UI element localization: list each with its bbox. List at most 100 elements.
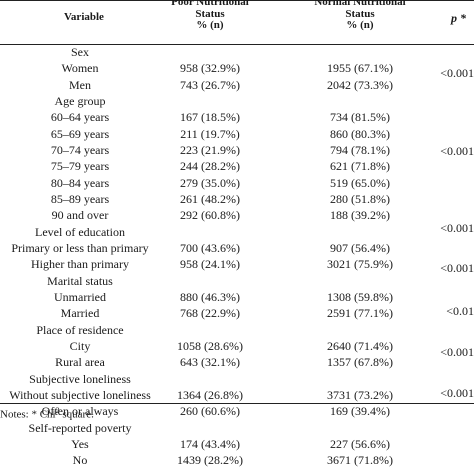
row-label: No (72, 453, 88, 468)
row-label: Subjective loneliness (29, 371, 131, 386)
bottom-rule (0, 403, 474, 404)
table-row: No 1439 (28.2%) 3671 (71.8%) (0, 452, 474, 468)
table-row: Men 743 (26.7%) 2042 (73.3%) (0, 77, 474, 93)
notes-superscript: 2 (55, 406, 60, 415)
row-poor-status: 211 (19.7%) (180, 126, 240, 141)
row-label: Level of education (35, 224, 125, 239)
row-normal-status: 519 (65.0%) (330, 175, 390, 190)
row-poor-status: 880 (46.3%) (180, 289, 240, 304)
header-rule (0, 44, 474, 45)
row-poor-status: 174 (43.4%) (180, 436, 240, 451)
table-row: 90 and over 292 (60.8%) 188 (39.2%) (0, 207, 474, 223)
row-poor-status: 700 (43.6%) (180, 240, 240, 255)
row-poor-status: 958 (24.1%) (180, 257, 240, 272)
table-row: Unmarried 880 (46.3%) 1308 (59.8%) (0, 289, 474, 305)
header-normal: Normal Nutritional Status % (n) (295, 0, 425, 32)
row-poor-status: 1439 (28.2%) (177, 453, 243, 468)
row-normal-status: 3671 (71.8%) (327, 453, 393, 468)
p-value-loneliness: <0.001 (440, 345, 474, 359)
table-row: City 1058 (28.6%) 2640 (71.4%) (0, 338, 474, 354)
table-group-heading: Level of education (0, 224, 474, 240)
row-label: Rural area (55, 355, 105, 370)
row-label: Age group (54, 93, 106, 108)
row-poor-status: 167 (18.5%) (180, 110, 240, 125)
table-row: 60–64 years 167 (18.5%) 734 (81.5%) (0, 109, 474, 125)
row-label: Self-reported poverty (28, 420, 132, 435)
header-normal-line3: % (n) (346, 19, 374, 31)
p-value-sex: <0.001 (440, 66, 474, 80)
table-row: Higher than primary 958 (24.1%) 3021 (75.9… (0, 256, 474, 272)
header-normal-line1: Normal Nutritional (314, 0, 406, 8)
row-poor-status: 1364 (26.8%) (177, 387, 243, 402)
table-row: 85–89 years 261 (48.2%) 280 (51.8%) (0, 191, 474, 207)
row-normal-status: 2042 (73.3%) (327, 77, 393, 92)
table-group-heading: Self-reported poverty (0, 420, 474, 436)
row-normal-status: 1357 (67.8%) (327, 355, 393, 370)
table-notes: Notes: * Chi2 square. (0, 406, 94, 421)
table-group-heading: Place of residence (0, 322, 474, 338)
row-label: 65–69 years (50, 126, 110, 141)
row-normal-status: 3021 (75.9%) (327, 257, 393, 272)
row-poor-status: 1058 (28.6%) (177, 338, 243, 353)
row-label: 60–64 years (50, 110, 110, 125)
header-poor-line3: % (n) (196, 19, 224, 31)
p-value-poverty: <0.001 (440, 386, 474, 400)
row-label: Men (69, 77, 91, 92)
row-normal-status: 2591 (77.1%) (327, 306, 393, 321)
notes-prefix: Notes: * Chi (0, 408, 56, 421)
row-poor-status: 223 (21.9%) (180, 142, 240, 157)
row-label: 75–79 years (50, 159, 110, 174)
p-value-marital-status: <0.001 (440, 261, 474, 275)
row-label: Often or always (41, 404, 119, 419)
row-normal-status: 3731 (73.2%) (327, 387, 393, 402)
table-row: Often or always 260 (60.6%) 169 (39.4%) (0, 403, 474, 419)
row-normal-status: 280 (51.8%) (330, 191, 390, 206)
header-p-value: p * (451, 11, 466, 25)
table-group-heading: Sex (0, 44, 474, 60)
row-normal-status: 621 (71.8%) (330, 159, 390, 174)
p-value-residence: <0.01 (446, 304, 474, 318)
row-label: Marital status (47, 273, 113, 288)
top-rule (0, 0, 474, 1)
row-label: City (69, 338, 91, 353)
row-normal-status: 169 (39.4%) (330, 404, 390, 419)
table-row: 80–84 years 279 (35.0%) 519 (65.0%) (0, 175, 474, 191)
row-label: 90 and over (51, 208, 109, 223)
row-label: Without subjective loneliness (9, 387, 151, 402)
table-row: Rural area 643 (32.1%) 1357 (67.8%) (0, 354, 474, 370)
table-group-heading: Subjective loneliness (0, 371, 474, 387)
row-label: Higher than primary (31, 257, 129, 272)
row-label: Sex (71, 45, 89, 59)
row-label: Unmarried (54, 289, 106, 304)
row-label: Primary or less than primary (11, 240, 149, 255)
row-normal-status: 907 (56.4%) (330, 240, 390, 255)
table-row: Women 958 (32.9%) 1955 (67.1%) (0, 60, 474, 76)
row-label: Women (61, 61, 99, 76)
table-row: 75–79 years 244 (28.2%) 621 (71.8%) (0, 158, 474, 174)
row-poor-status: 260 (60.6%) (180, 404, 240, 419)
row-normal-status: 1955 (67.1%) (327, 61, 393, 76)
row-label: 70–74 years (50, 142, 110, 157)
header-poor-line1: Poor Nutritional (171, 0, 249, 8)
row-normal-status: 2640 (71.4%) (327, 338, 393, 353)
table-row: Yes 174 (43.4%) 227 (56.6%) (0, 436, 474, 452)
notes-suffix: square. (59, 408, 94, 421)
row-poor-status: 768 (22.9%) (180, 306, 240, 321)
row-normal-status: 860 (80.3%) (330, 126, 390, 141)
table-group-heading: Age group (0, 93, 474, 109)
table-row: 70–74 years 223 (21.9%) 794 (78.1%) (0, 142, 474, 158)
row-poor-status: 279 (35.0%) (180, 175, 240, 190)
row-label: 80–84 years (50, 175, 110, 190)
row-poor-status: 643 (32.1%) (180, 355, 240, 370)
row-label: 85–89 years (50, 191, 110, 206)
row-label: Yes (71, 436, 89, 451)
row-normal-status: 734 (81.5%) (330, 110, 390, 125)
header-poor-line2: Status (195, 7, 225, 20)
row-poor-status: 958 (32.9%) (180, 61, 240, 76)
row-poor-status: 244 (28.2%) (180, 159, 240, 174)
row-poor-status: 261 (48.2%) (180, 191, 240, 206)
row-normal-status: 1308 (59.8%) (327, 289, 393, 304)
row-label: Married (60, 306, 100, 321)
row-poor-status: 743 (26.7%) (180, 77, 240, 92)
p-value-age-group: <0.001 (440, 144, 474, 158)
